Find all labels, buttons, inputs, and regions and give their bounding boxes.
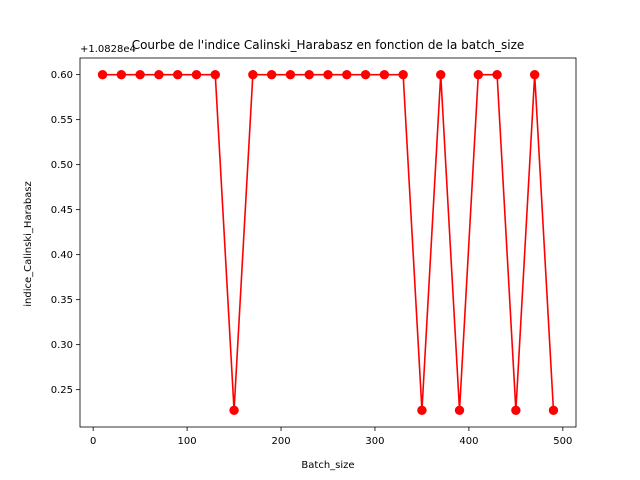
data-point	[548, 405, 559, 416]
data-point	[135, 69, 145, 80]
chart-title: Courbe de l'indice Calinski_Harabasz en …	[132, 38, 525, 52]
data-point	[360, 69, 371, 80]
y-tick-label: 0.55	[51, 115, 73, 126]
y-offset-label: +1.0828e4	[80, 44, 136, 55]
data-point	[304, 69, 314, 80]
data-point	[436, 69, 446, 80]
y-tick-label: 0.35	[51, 295, 73, 306]
data-point	[398, 69, 408, 80]
axis-ticks: 0 100 200 300 400 500 0.25 0.30 0.35 0.40 0.45 0.50…	[51, 70, 573, 447]
data-point	[417, 405, 427, 416]
x-tick-label: 100	[178, 436, 197, 447]
data-point	[116, 69, 127, 80]
data-point	[323, 69, 333, 80]
data-point	[210, 69, 220, 80]
x-tick-label: 0	[90, 436, 96, 447]
data-point	[97, 69, 108, 80]
data-point	[248, 69, 258, 80]
y-tick-label: 0.30	[51, 340, 73, 351]
data-series	[97, 69, 559, 416]
data-point	[266, 69, 277, 80]
data-point	[454, 405, 465, 416]
x-tick-label: 300	[365, 436, 384, 447]
data-point	[492, 69, 502, 80]
data-point	[172, 69, 183, 80]
x-tick-label: 400	[459, 436, 478, 447]
plot-frame	[79, 57, 577, 428]
data-point	[229, 405, 239, 416]
data-point	[379, 69, 390, 80]
y-tick-label: 0.25	[51, 385, 73, 396]
data-point	[529, 69, 540, 80]
y-tick-label: 0.45	[51, 205, 73, 216]
data-point	[473, 69, 484, 80]
y-tick-label: 0.40	[51, 250, 73, 261]
data-point	[285, 69, 296, 80]
data-point	[342, 69, 352, 80]
x-tick-label: 500	[553, 436, 572, 447]
data-point	[511, 405, 521, 416]
y-axis-label: indice_Calinski_Harabasz	[23, 181, 34, 307]
x-axis-label: Batch_size	[301, 460, 354, 471]
y-tick-label: 0.50	[51, 160, 73, 171]
x-tick-label: 200	[271, 436, 290, 447]
data-point	[154, 69, 164, 80]
data-point	[191, 69, 202, 80]
y-tick-label: 0.60	[51, 70, 73, 81]
